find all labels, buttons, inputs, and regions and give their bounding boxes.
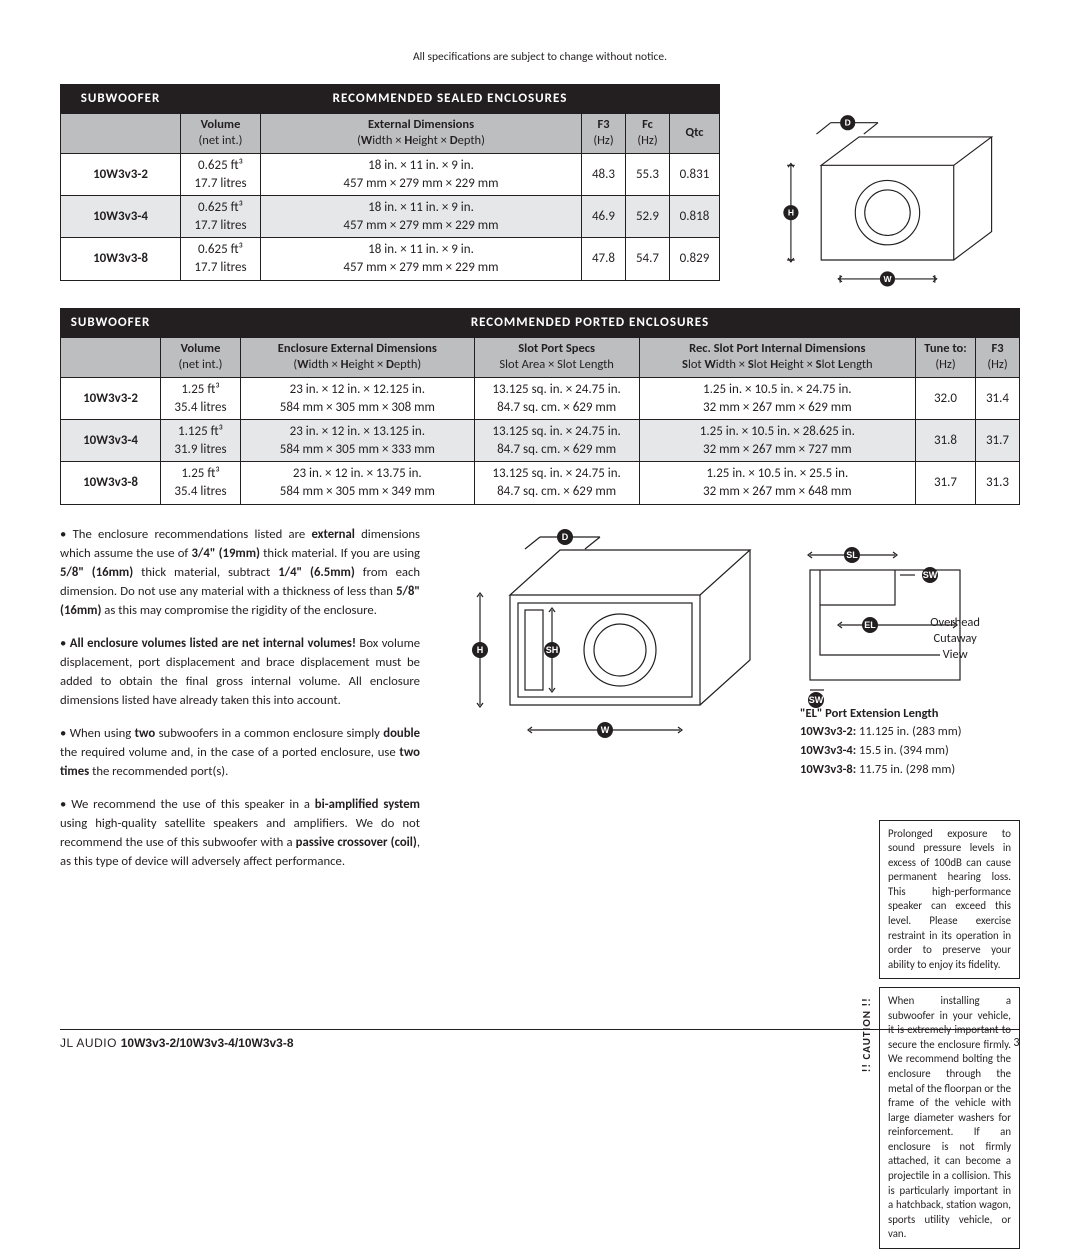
cell: 10W3v3-4 [61, 420, 161, 462]
svg-text:H: H [477, 645, 484, 655]
sealed-sub-f3: F3(Hz) [582, 113, 626, 154]
cell: 0.831 [670, 154, 720, 196]
sealed-enclosure-diagram: H W D [736, 84, 1020, 294]
cell: 55.3 [626, 154, 670, 196]
sub-rec: Rec. Slot Port Internal DimensionsSlot W… [639, 337, 915, 378]
cell: 31.8 [916, 420, 976, 462]
cell: 0.625 ft³17.7 litres [181, 238, 261, 280]
cell: 0.625 ft³17.7 litres [181, 196, 261, 238]
caution-box-2: When installing a subwoofer in your vehi… [879, 987, 1020, 1249]
cell: 0.818 [670, 196, 720, 238]
svg-text:SW: SW [923, 570, 938, 580]
cell: 18 in. × 11 in. × 9 in.457 mm × 279 mm ×… [261, 238, 582, 280]
bullet-3: When using two subwoofers in a common en… [60, 724, 420, 781]
bullet-4: We recommend the use of this speaker in … [60, 795, 420, 871]
footer-left: JL AUDIO 10W3v3-2/10W3v3-4/10W3v3-8 [60, 1036, 294, 1050]
sealed-sub-volume: Volume(net int.) [181, 113, 261, 154]
cell: 31.4 [976, 378, 1020, 420]
sealed-head-subwoofer: SUBWOOFER [61, 85, 181, 114]
table-row: 10W3v3-4 1.125 ft³31.9 litres 23 in. × 1… [61, 420, 1020, 462]
cell: 10W3v3-8 [61, 238, 181, 280]
cell: 18 in. × 11 in. × 9 in.457 mm × 279 mm ×… [261, 196, 582, 238]
cell: 32.0 [916, 378, 976, 420]
sub-tune: Tune to:(Hz) [916, 337, 976, 378]
sealed-sub-blank [61, 113, 181, 154]
bullet-2: All enclosure volumes listed are net int… [60, 634, 420, 710]
sub-encl: Enclosure External Dimensions(Width × He… [241, 337, 475, 378]
cell: 0.625 ft³17.7 litres [181, 154, 261, 196]
sub-slot: Slot Port SpecsSlot Area × Slot Length [474, 337, 639, 378]
overhead-label: Overhead Cutaway View [930, 615, 980, 664]
blank [61, 337, 161, 378]
sub-f3: F3(Hz) [976, 337, 1020, 378]
cell: 1.25 in. × 10.5 in. × 28.625 in.32 mm × … [639, 420, 915, 462]
bullet-1: The enclosure recommendations listed are… [60, 525, 420, 620]
ported-table: SUBWOOFER RECOMMENDED PORTED ENCLOSURES … [60, 308, 1020, 505]
cell: 23 in. × 12 in. × 13.125 in.584 mm × 305… [241, 420, 475, 462]
cell: 0.829 [670, 238, 720, 280]
svg-text:SL: SL [846, 550, 858, 560]
cell: 1.25 ft³35.4 litres [161, 378, 241, 420]
cell: 1.125 ft³31.9 litres [161, 420, 241, 462]
cell: 10W3v3-4 [61, 196, 181, 238]
sealed-head-title: RECOMMENDED SEALED ENCLOSURES [181, 85, 720, 114]
cell: 13.125 sq. in. × 24.75 in.84.7 sq. cm. ×… [474, 462, 639, 504]
table-row: 10W3v3-2 0.625 ft³17.7 litres 18 in. × 1… [61, 154, 720, 196]
footer-page: 3 [1013, 1036, 1020, 1050]
sealed-sub-ext: External Dimensions(Width × Height × Dep… [261, 113, 582, 154]
cell: 1.25 ft³35.4 litres [161, 462, 241, 504]
cell: 1.25 in. × 10.5 in. × 24.75 in.32 mm × 2… [639, 378, 915, 420]
table-row: 10W3v3-8 1.25 ft³35.4 litres 23 in. × 12… [61, 462, 1020, 504]
el-line: 10W3v3-4: 15.5 in. (394 mm) [800, 742, 1020, 761]
cell: 18 in. × 11 in. × 9 in.457 mm × 279 mm ×… [261, 154, 582, 196]
cell: 31.7 [916, 462, 976, 504]
cell: 48.3 [582, 154, 626, 196]
cell: 31.3 [976, 462, 1020, 504]
cell: 10W3v3-8 [61, 462, 161, 504]
ported-head-title: RECOMMENDED PORTED ENCLOSURES [161, 309, 1020, 338]
cell: 46.9 [582, 196, 626, 238]
cell: 10W3v3-2 [61, 154, 181, 196]
el-line: 10W3v3-2: 11.125 in. (283 mm) [800, 723, 1020, 742]
bullet-list: The enclosure recommendations listed are… [60, 525, 420, 886]
sealed-sub-fc: Fc(Hz) [626, 113, 670, 154]
cell: 10W3v3-2 [61, 378, 161, 420]
ported-head-sub: SUBWOOFER [61, 309, 161, 338]
cell: 47.8 [582, 238, 626, 280]
svg-text:EL: EL [864, 620, 876, 630]
cell: 31.7 [976, 420, 1020, 462]
top-area: SUBWOOFER RECOMMENDED SEALED ENCLOSURES … [60, 84, 1020, 294]
svg-text:H: H [788, 208, 794, 218]
notice-text: All specifications are subject to change… [60, 50, 1020, 64]
cell: 13.125 sq. in. × 24.75 in.84.7 sq. cm. ×… [474, 378, 639, 420]
svg-text:W: W [883, 274, 892, 284]
ported-diagram-area: H SH W D SL EL SW SW Overhead Cutaway Vi… [440, 525, 1020, 886]
sealed-sub-qtc: Qtc [670, 113, 720, 154]
sub-vol: Volume(net int.) [161, 337, 241, 378]
sealed-table-wrap: SUBWOOFER RECOMMENDED SEALED ENCLOSURES … [60, 84, 720, 281]
el-port-info: "EL" Port Extension Length 10W3v3-2: 11.… [800, 705, 1020, 780]
table-row: 10W3v3-8 0.625 ft³17.7 litres 18 in. × 1… [61, 238, 720, 280]
svg-text:W: W [601, 725, 610, 735]
svg-text:SW: SW [809, 695, 824, 705]
svg-text:D: D [562, 532, 569, 542]
caution-box-1: Prolonged exposure to sound pressure lev… [879, 820, 1020, 980]
el-line: 10W3v3-8: 11.75 in. (298 mm) [800, 761, 1020, 780]
svg-text:D: D [845, 118, 851, 128]
cell: 54.7 [626, 238, 670, 280]
cell: 13.125 sq. in. × 24.75 in.84.7 sq. cm. ×… [474, 420, 639, 462]
table-row: 10W3v3-2 1.25 ft³35.4 litres 23 in. × 12… [61, 378, 1020, 420]
table-row: 10W3v3-4 0.625 ft³17.7 litres 18 in. × 1… [61, 196, 720, 238]
cell: 23 in. × 12 in. × 13.75 in.584 mm × 305 … [241, 462, 475, 504]
mid-area: The enclosure recommendations listed are… [60, 525, 1020, 886]
cell: 1.25 in. × 10.5 in. × 25.5 in.32 mm × 26… [639, 462, 915, 504]
cell: 52.9 [626, 196, 670, 238]
el-title: "EL" Port Extension Length [800, 705, 1020, 724]
cell: 23 in. × 12 in. × 12.125 in.584 mm × 305… [241, 378, 475, 420]
page-footer: JL AUDIO 10W3v3-2/10W3v3-4/10W3v3-8 3 [60, 1029, 1020, 1050]
svg-text:SH: SH [546, 645, 559, 655]
sealed-table: SUBWOOFER RECOMMENDED SEALED ENCLOSURES … [60, 84, 720, 281]
